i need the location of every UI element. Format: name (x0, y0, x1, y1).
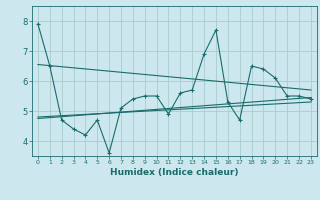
X-axis label: Humidex (Indice chaleur): Humidex (Indice chaleur) (110, 168, 239, 177)
